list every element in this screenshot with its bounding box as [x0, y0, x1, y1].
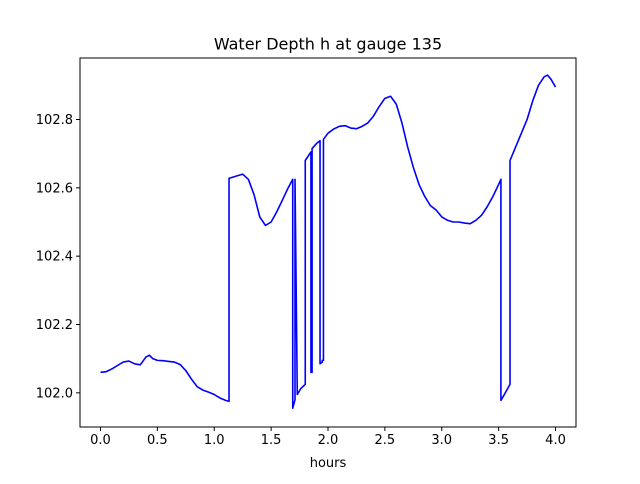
x-tick-label: 1.5 — [261, 433, 282, 448]
x-axis-ticks: 0.0 0.5 1.0 1.5 2.0 2.5 3.0 3.5 4.0 — [90, 427, 566, 448]
x-tick-label: 4.0 — [545, 433, 566, 448]
plot-area: 0.0 0.5 1.0 1.5 2.0 2.5 3.0 3.5 4.0 102.0102.210… — [36, 57, 577, 448]
y-tick-label: 102.4 — [36, 250, 73, 265]
x-tick-label: 1.0 — [204, 433, 225, 448]
chart-title: Water Depth h at gauge 135 — [214, 35, 442, 54]
x-tick-label: 3.5 — [488, 433, 509, 448]
x-tick-label: 2.5 — [375, 433, 396, 448]
x-tick-label: 2.0 — [318, 433, 339, 448]
series-line-0 — [100, 74, 557, 410]
y-tick-label: 102.8 — [36, 113, 73, 128]
x-tick-label: 0.5 — [147, 433, 168, 448]
y-tick-label: 102.0 — [36, 386, 73, 401]
data-layer — [100, 74, 557, 410]
y-tick-label: 102.2 — [36, 318, 73, 333]
x-tick-label: 3.0 — [431, 433, 452, 448]
y-axis-ticks: 102.0 102.2 102.4 102.6 102.8 — [36, 113, 80, 401]
x-axis-label: hours — [310, 456, 347, 471]
x-tick-label: 0.0 — [90, 433, 111, 448]
y-tick-label: 102.6 — [36, 181, 73, 196]
